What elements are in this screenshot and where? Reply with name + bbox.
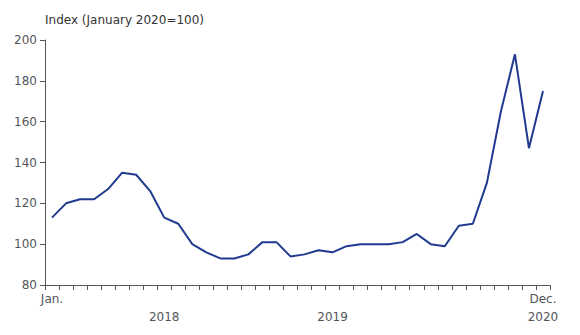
svg-text:2020: 2020 bbox=[528, 310, 559, 324]
svg-text:160: 160 bbox=[14, 115, 37, 129]
svg-text:100: 100 bbox=[14, 237, 37, 251]
svg-text:200: 200 bbox=[14, 33, 37, 47]
svg-text:80: 80 bbox=[22, 278, 37, 292]
svg-text:180: 180 bbox=[14, 74, 37, 88]
svg-text:140: 140 bbox=[14, 156, 37, 170]
svg-text:120: 120 bbox=[14, 196, 37, 210]
svg-text:2018: 2018 bbox=[149, 310, 180, 324]
svg-text:Jan.: Jan. bbox=[40, 292, 63, 306]
svg-text:2019: 2019 bbox=[317, 310, 348, 324]
svg-text:Dec.: Dec. bbox=[529, 292, 556, 306]
svg-text:Index (January 2020=100): Index (January 2020=100) bbox=[45, 13, 204, 27]
